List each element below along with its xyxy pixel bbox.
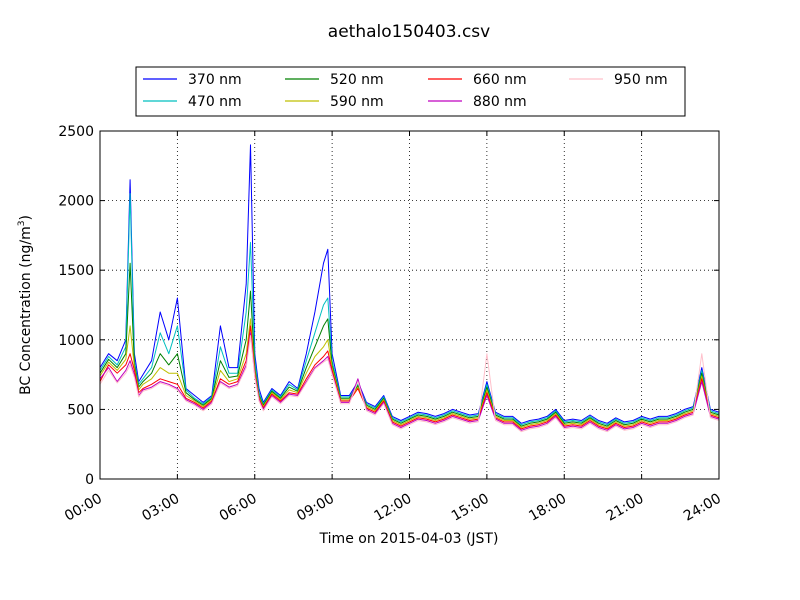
legend-label-370-nm: 370 nm (188, 72, 242, 88)
series-line-520-nm (99, 262, 720, 427)
y-tick-label: 500 (67, 402, 94, 418)
y-axis-label-close: ) (18, 215, 34, 220)
y-axis-label: BC Concentration (ng/m3) (17, 215, 34, 395)
legend-label-520-nm: 520 nm (330, 72, 384, 88)
series-layer (99, 144, 720, 433)
chart-title: aethalo150403.csv (328, 22, 490, 42)
series-line-660-nm (99, 325, 720, 430)
y-tick-label: 2000 (58, 194, 94, 210)
series-line-470-nm (99, 193, 720, 426)
series-line-370-nm (99, 144, 720, 424)
y-tick-label: 1000 (58, 333, 94, 349)
legend-label-470-nm: 470 nm (188, 94, 242, 110)
y-tick-label: 2500 (58, 124, 94, 140)
y-axis-label-main: BC Concentration (ng/m (18, 226, 34, 395)
y-tick-label: 1500 (58, 263, 94, 279)
series-line-880-nm (99, 332, 720, 431)
y-axis-label-superscript: 3 (17, 221, 27, 227)
legend-box (135, 66, 686, 117)
legend-label-660-nm: 660 nm (473, 72, 527, 88)
legend-label-950-nm: 950 nm (614, 72, 668, 88)
legend: 370 nm 470 nm 520 nm 590 nm 660 nm 880 nm 950 … (135, 66, 686, 117)
series-line-590-nm (99, 318, 720, 428)
series-line-950-nm (99, 335, 720, 433)
legend-label-880-nm: 880 nm (473, 94, 527, 110)
x-axis-label: Time on 2015-04-03 (JST) (319, 531, 499, 547)
legend-label-590-nm: 590 nm (330, 94, 384, 110)
y-tick-label: 0 (85, 472, 94, 488)
